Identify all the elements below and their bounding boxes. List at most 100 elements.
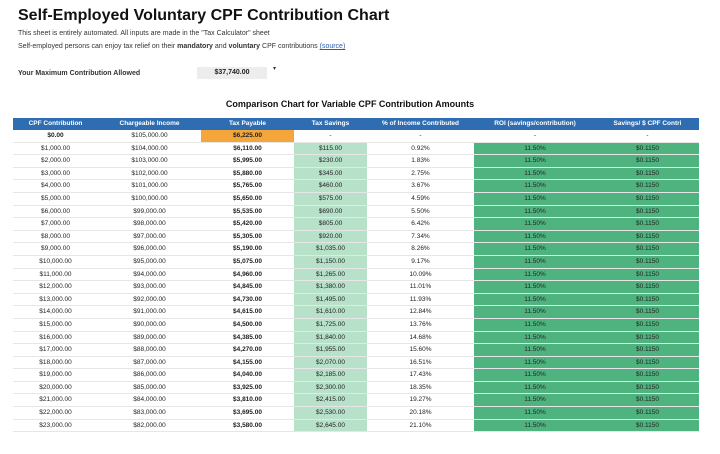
col-cpf-contribution-cell[interactable]: $20,000.00: [13, 381, 98, 395]
col-percent-income-cell[interactable]: -: [367, 130, 474, 143]
col-percent-income-cell[interactable]: 11.01%: [367, 280, 474, 294]
col-chargeable-income-cell[interactable]: $90,000.00: [98, 318, 201, 332]
col-percent-income-cell[interactable]: 11.93%: [367, 293, 474, 307]
col-cpf-contribution-cell[interactable]: $12,000.00: [13, 280, 98, 294]
col-tax-savings-cell[interactable]: $575.00: [294, 192, 367, 206]
col-roi-cell[interactable]: 11.50%: [474, 381, 596, 395]
col-cpf-contribution-cell[interactable]: $1,000.00: [13, 142, 98, 156]
col-savings-per-dollar-cell[interactable]: $0.1150: [596, 419, 699, 433]
col-percent-income-cell[interactable]: 9.17%: [367, 255, 474, 269]
col-savings-per-dollar-header[interactable]: Savings/ $ CPF Contri: [596, 118, 699, 130]
col-savings-per-dollar-cell[interactable]: $0.1150: [596, 356, 699, 370]
col-savings-per-dollar-cell[interactable]: $0.1150: [596, 205, 699, 219]
col-percent-income-header[interactable]: % of Income Contributed: [367, 118, 474, 130]
col-tax-payable-cell[interactable]: $3,580.00: [201, 419, 294, 433]
col-roi-cell[interactable]: 11.50%: [474, 305, 596, 319]
col-percent-income-cell[interactable]: 4.59%: [367, 192, 474, 206]
col-roi-cell[interactable]: 11.50%: [474, 331, 596, 345]
col-percent-income-cell[interactable]: 14.68%: [367, 331, 474, 345]
col-tax-payable-cell[interactable]: $4,040.00: [201, 368, 294, 382]
col-savings-per-dollar-cell[interactable]: $0.1150: [596, 179, 699, 193]
col-roi-cell[interactable]: -: [474, 130, 596, 143]
col-roi-cell[interactable]: 11.50%: [474, 293, 596, 307]
col-tax-savings-cell[interactable]: $1,150.00: [294, 255, 367, 269]
col-percent-income-cell[interactable]: 16.51%: [367, 356, 474, 370]
col-roi-cell[interactable]: 11.50%: [474, 230, 596, 244]
col-chargeable-income-cell[interactable]: $85,000.00: [98, 381, 201, 395]
col-tax-payable-cell[interactable]: $4,730.00: [201, 293, 294, 307]
col-percent-income-cell[interactable]: 0.92%: [367, 142, 474, 156]
col-tax-payable-cell[interactable]: $5,075.00: [201, 255, 294, 269]
col-roi-cell[interactable]: 11.50%: [474, 255, 596, 269]
col-percent-income-cell[interactable]: 17.43%: [367, 368, 474, 382]
col-tax-payable-cell[interactable]: $5,880.00: [201, 167, 294, 181]
col-roi-cell[interactable]: 11.50%: [474, 242, 596, 256]
col-roi-cell[interactable]: 11.50%: [474, 192, 596, 206]
col-tax-payable-cell[interactable]: $4,960.00: [201, 268, 294, 282]
col-chargeable-income-cell[interactable]: $94,000.00: [98, 268, 201, 282]
max-contribution-value[interactable]: $37,740.00: [197, 67, 267, 79]
col-cpf-contribution-cell[interactable]: $5,000.00: [13, 192, 98, 206]
col-percent-income-cell[interactable]: 3.67%: [367, 179, 474, 193]
col-tax-savings-cell[interactable]: $2,415.00: [294, 393, 367, 408]
col-percent-income-cell[interactable]: 15.60%: [367, 343, 474, 357]
col-tax-savings-cell[interactable]: $1,265.00: [294, 268, 367, 282]
col-chargeable-income-cell[interactable]: $88,000.00: [98, 343, 201, 357]
col-savings-per-dollar-cell[interactable]: $0.1150: [596, 192, 699, 206]
col-cpf-contribution-cell[interactable]: $7,000.00: [13, 217, 98, 231]
col-chargeable-income-cell[interactable]: $83,000.00: [98, 406, 201, 420]
col-tax-payable-cell[interactable]: $4,615.00: [201, 305, 294, 319]
col-cpf-contribution-cell[interactable]: $0.00: [13, 130, 98, 143]
col-roi-cell[interactable]: 11.50%: [474, 419, 596, 433]
col-tax-payable-cell[interactable]: $5,420.00: [201, 217, 294, 231]
col-savings-per-dollar-cell[interactable]: $0.1150: [596, 393, 699, 408]
col-percent-income-cell[interactable]: 18.35%: [367, 381, 474, 395]
col-cpf-contribution-cell[interactable]: $17,000.00: [13, 343, 98, 357]
col-chargeable-income-cell[interactable]: $104,000.00: [98, 142, 201, 156]
col-tax-payable-cell[interactable]: $4,270.00: [201, 343, 294, 357]
col-percent-income-cell[interactable]: 7.34%: [367, 230, 474, 244]
col-chargeable-income-cell[interactable]: $95,000.00: [98, 255, 201, 269]
col-tax-savings-cell[interactable]: $2,645.00: [294, 419, 367, 433]
col-savings-per-dollar-cell[interactable]: $0.1150: [596, 154, 699, 168]
col-tax-payable-cell[interactable]: $4,385.00: [201, 331, 294, 345]
col-tax-payable-cell[interactable]: $5,535.00: [201, 205, 294, 219]
col-tax-savings-cell[interactable]: $115.00: [294, 142, 367, 156]
col-tax-savings-cell[interactable]: $1,035.00: [294, 242, 367, 256]
col-savings-per-dollar-cell[interactable]: $0.1150: [596, 293, 699, 307]
col-chargeable-income-cell[interactable]: $89,000.00: [98, 331, 201, 345]
col-cpf-contribution-cell[interactable]: $13,000.00: [13, 293, 98, 307]
col-percent-income-cell[interactable]: 12.84%: [367, 305, 474, 319]
col-tax-savings-cell[interactable]: $460.00: [294, 179, 367, 193]
col-cpf-contribution-cell[interactable]: $6,000.00: [13, 205, 98, 219]
col-cpf-contribution-cell[interactable]: $16,000.00: [13, 331, 98, 345]
col-chargeable-income-cell[interactable]: $103,000.00: [98, 154, 201, 168]
col-roi-cell[interactable]: 11.50%: [474, 205, 596, 219]
col-tax-savings-cell[interactable]: $2,530.00: [294, 406, 367, 420]
col-chargeable-income-cell[interactable]: $91,000.00: [98, 305, 201, 319]
col-cpf-contribution-cell[interactable]: $21,000.00: [13, 393, 98, 408]
col-chargeable-income-cell[interactable]: $84,000.00: [98, 393, 201, 408]
col-percent-income-cell[interactable]: 19.27%: [367, 393, 474, 408]
col-percent-income-cell[interactable]: 8.26%: [367, 242, 474, 256]
col-tax-payable-cell[interactable]: $5,995.00: [201, 154, 294, 168]
col-savings-per-dollar-cell[interactable]: $0.1150: [596, 406, 699, 420]
col-tax-savings-header[interactable]: Tax Savings: [294, 118, 367, 130]
col-cpf-contribution-cell[interactable]: $11,000.00: [13, 268, 98, 282]
col-tax-savings-cell[interactable]: $2,070.00: [294, 356, 367, 370]
col-tax-savings-cell[interactable]: $1,840.00: [294, 331, 367, 345]
col-roi-cell[interactable]: 11.50%: [474, 280, 596, 294]
col-tax-savings-cell[interactable]: $1,380.00: [294, 280, 367, 294]
col-chargeable-income-cell[interactable]: $102,000.00: [98, 167, 201, 181]
col-tax-payable-cell[interactable]: $5,650.00: [201, 192, 294, 206]
col-roi-cell[interactable]: 11.50%: [474, 406, 596, 420]
col-savings-per-dollar-cell[interactable]: $0.1150: [596, 142, 699, 156]
col-tax-payable-cell[interactable]: $6,110.00: [201, 142, 294, 156]
col-tax-savings-cell[interactable]: $345.00: [294, 167, 367, 181]
col-chargeable-income-cell[interactable]: $99,000.00: [98, 205, 201, 219]
col-chargeable-income-cell[interactable]: $82,000.00: [98, 419, 201, 433]
col-tax-savings-cell[interactable]: $230.00: [294, 154, 367, 168]
col-chargeable-income-cell[interactable]: $97,000.00: [98, 230, 201, 244]
col-cpf-contribution-cell[interactable]: $19,000.00: [13, 368, 98, 382]
col-savings-per-dollar-cell[interactable]: $0.1150: [596, 381, 699, 395]
